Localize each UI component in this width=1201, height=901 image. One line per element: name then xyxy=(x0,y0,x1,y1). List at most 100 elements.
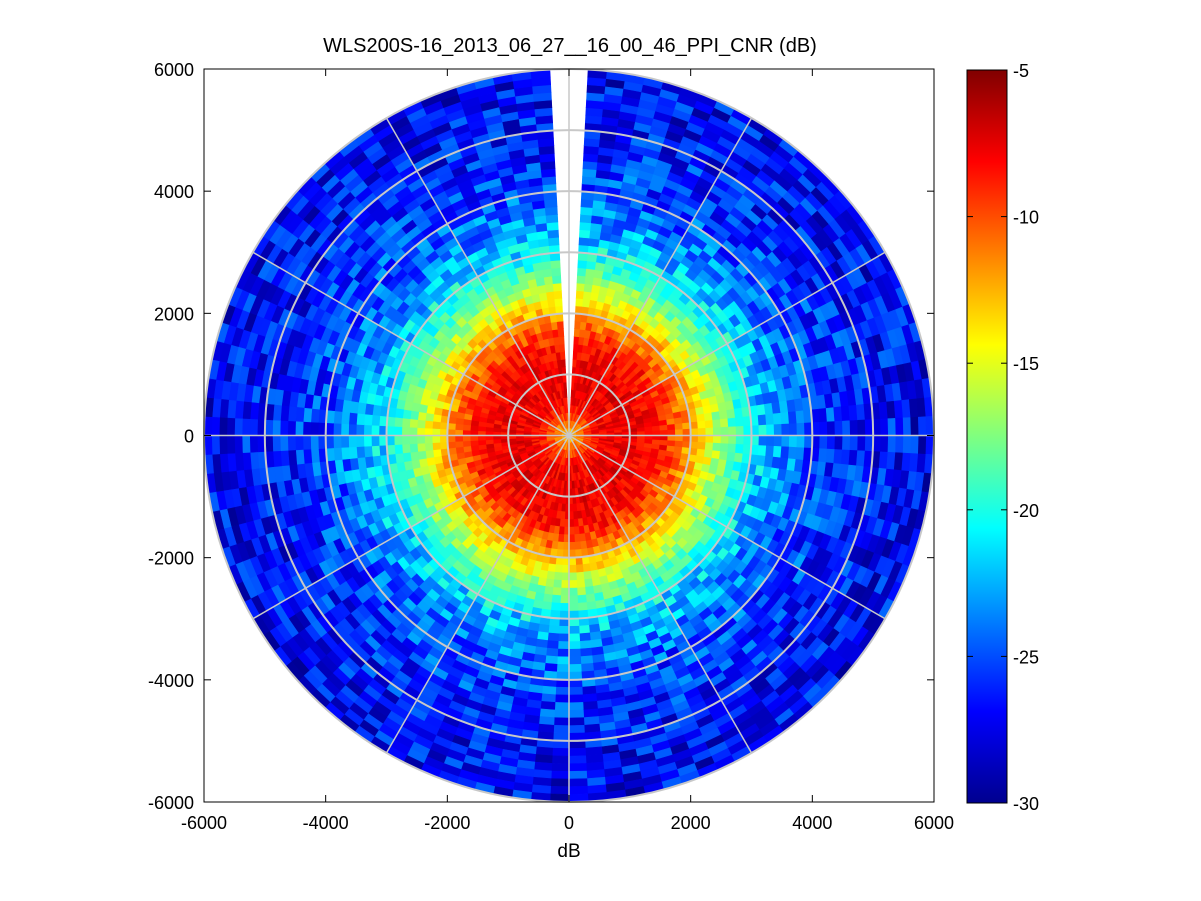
ppi-cell xyxy=(757,414,767,426)
ppi-cell xyxy=(582,168,598,178)
ppi-cell xyxy=(431,427,441,436)
ppi-cell xyxy=(781,435,790,448)
ppi-cell xyxy=(394,407,405,419)
ppi-cell xyxy=(857,435,866,452)
ppi-cell xyxy=(575,290,585,300)
ppi-cell xyxy=(559,343,565,353)
ppi-cell xyxy=(711,450,721,460)
ppi-cell xyxy=(842,420,851,436)
ppi-cell xyxy=(568,656,582,665)
ppi-cell xyxy=(416,427,426,436)
ppi-cell xyxy=(454,440,464,448)
ppi-cell xyxy=(842,435,851,451)
ppi-cell xyxy=(682,435,691,443)
ppi-cell xyxy=(580,198,594,209)
ppi-cell xyxy=(558,625,570,635)
ppi-cell xyxy=(880,435,889,453)
ppi-cell xyxy=(833,406,843,422)
ppi-cell xyxy=(454,429,463,436)
ppi-cell xyxy=(849,419,859,436)
ppi-cell xyxy=(576,282,586,292)
ppi-cell xyxy=(696,413,706,423)
ppi-cell xyxy=(780,412,790,425)
ppi-cell xyxy=(584,275,595,286)
ppi-cell xyxy=(582,563,591,573)
ppi-cell xyxy=(559,610,570,620)
ppi-cell xyxy=(833,449,843,465)
ppi-cell xyxy=(573,533,581,543)
ppi-cell xyxy=(553,709,570,719)
ppi-cell xyxy=(541,685,557,696)
ppi-cell xyxy=(575,564,584,574)
ppi-cell xyxy=(393,425,403,436)
ppi-cell xyxy=(294,420,304,436)
ppi-cell xyxy=(840,405,851,422)
ppi-cell xyxy=(577,267,587,277)
ppi-cell xyxy=(568,648,581,658)
ppi-cell xyxy=(554,297,563,307)
ppi-cell xyxy=(568,686,583,696)
ppi-cell xyxy=(551,755,570,765)
ppi-cell xyxy=(766,424,775,436)
ppi-cell xyxy=(393,435,403,446)
ppi-cell xyxy=(577,594,587,604)
ppi-cell xyxy=(272,419,281,436)
ppi-cell xyxy=(880,418,889,436)
ppi-cell xyxy=(302,435,312,450)
ppi-cell xyxy=(563,389,568,398)
ppi-cell xyxy=(279,435,289,452)
ppi-cell xyxy=(356,445,366,459)
ppi-cell xyxy=(711,411,721,421)
ppi-cell xyxy=(340,446,351,460)
ppi-cell xyxy=(727,443,737,454)
ppi-cell xyxy=(586,260,597,270)
ppi-cell xyxy=(540,168,556,178)
ppi-cell xyxy=(758,435,768,447)
ppi-cell xyxy=(554,702,570,711)
ppi-cell xyxy=(553,717,570,726)
ppi-cell xyxy=(424,449,435,459)
ppi-cell xyxy=(720,435,729,445)
ppi-cell xyxy=(538,145,555,155)
ppi-cell xyxy=(575,297,584,307)
ppi-cell xyxy=(733,452,744,464)
ppi-cell xyxy=(576,579,586,589)
ppi-cell xyxy=(568,694,584,704)
ppi-cell xyxy=(719,418,729,428)
ppi-cell xyxy=(561,564,570,574)
ppi-cell xyxy=(554,564,563,574)
ppi-cell xyxy=(356,412,366,426)
ppi-cell xyxy=(659,435,669,442)
ppi-cell xyxy=(673,417,683,425)
ppi-cell xyxy=(302,421,312,436)
ppi-cell xyxy=(728,435,737,445)
ppi-cell xyxy=(401,443,411,454)
ppi-cell xyxy=(659,429,669,436)
ppi-cell xyxy=(559,351,566,360)
ppi-cell xyxy=(409,410,420,420)
ppi-cell xyxy=(348,435,357,448)
ppi-cell xyxy=(544,198,558,209)
ppi-cell xyxy=(674,423,684,431)
ppi-cell xyxy=(485,439,494,445)
ppi-cell xyxy=(818,448,828,463)
ppi-cell xyxy=(340,411,351,425)
ppi-cell xyxy=(401,435,410,445)
ppi-cell xyxy=(579,221,592,231)
ppi-cell xyxy=(558,336,565,345)
ppi-cell xyxy=(735,416,744,428)
ppi-cell xyxy=(302,407,313,423)
ppi-cell xyxy=(394,452,405,464)
ppi-cell xyxy=(765,445,775,458)
ppi-cell xyxy=(765,413,775,426)
ppi-cell xyxy=(371,445,381,457)
ppi-cell xyxy=(568,709,585,719)
ppi-cell xyxy=(539,153,555,163)
ppi-cell xyxy=(579,647,593,657)
ppi-cell xyxy=(477,439,487,446)
ppi-cell xyxy=(544,662,558,673)
ppi-cell xyxy=(582,570,592,581)
ppi-cell xyxy=(462,440,472,448)
ppi-cell xyxy=(580,655,594,665)
ppi-cell xyxy=(568,526,575,536)
